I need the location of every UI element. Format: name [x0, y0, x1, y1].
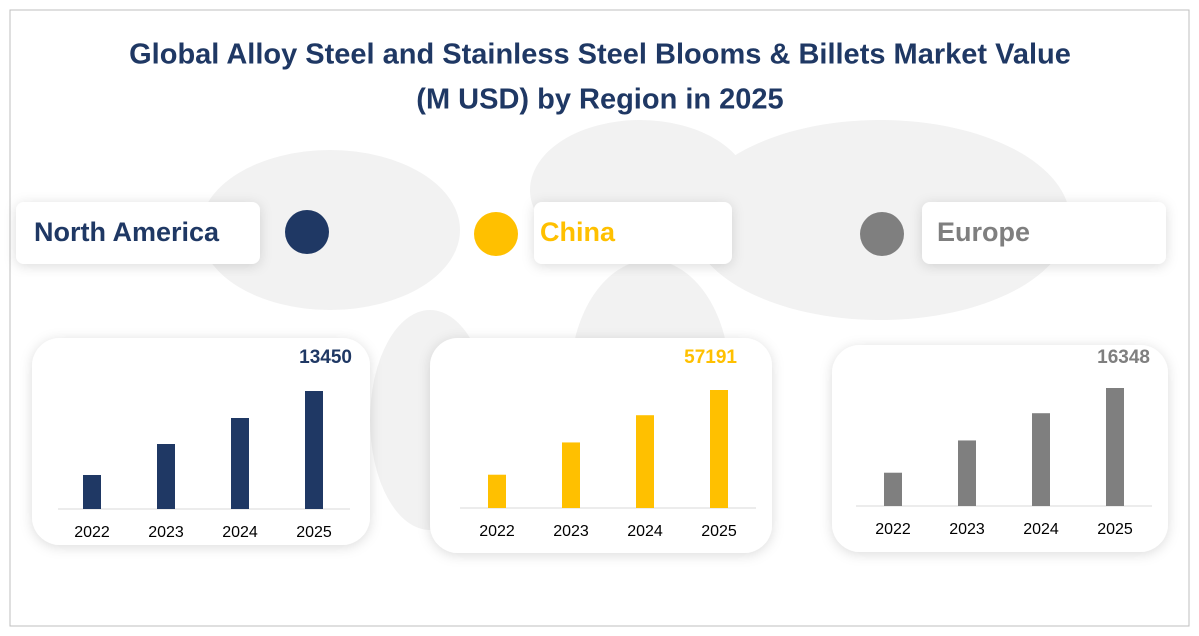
chart-card — [832, 345, 1168, 552]
bar — [157, 443, 175, 509]
x-tick-label: 2022 — [875, 521, 911, 538]
region-label-box — [534, 202, 732, 264]
x-tick-label: 2024 — [222, 524, 258, 541]
bar — [488, 474, 506, 508]
title-line-2: (M USD) by Region in 2025 — [416, 84, 783, 116]
x-tick-label: 2025 — [1097, 521, 1133, 538]
bar — [1032, 413, 1050, 506]
bar — [83, 474, 101, 509]
x-tick-label: 2024 — [1023, 521, 1059, 538]
x-tick-label: 2025 — [296, 524, 332, 541]
region-label: Europe — [937, 217, 1030, 247]
x-tick-label: 2023 — [949, 521, 985, 538]
bar — [884, 472, 902, 506]
x-tick-label: 2023 — [553, 523, 589, 540]
region-label: China — [540, 217, 616, 247]
bar — [305, 391, 323, 509]
x-tick-label: 2023 — [148, 524, 184, 541]
x-tick-label: 2025 — [701, 523, 737, 540]
bar — [1106, 388, 1124, 506]
title-line-1: Global Alloy Steel and Stainless Steel B… — [129, 39, 1071, 71]
bar — [958, 440, 976, 506]
x-tick-label: 2022 — [74, 524, 110, 541]
x-tick-label: 2022 — [479, 523, 515, 540]
value-label: 16348 — [1097, 347, 1150, 368]
region-label-box — [16, 202, 260, 264]
region-label: North America — [34, 217, 220, 247]
value-label: 57191 — [684, 347, 737, 368]
value-label: 13450 — [299, 347, 352, 368]
bar — [710, 390, 728, 508]
bar — [636, 415, 654, 508]
bar — [562, 442, 580, 508]
region-dot — [860, 212, 904, 256]
region-dot — [285, 210, 329, 254]
chart-card — [430, 338, 772, 553]
chart-card — [32, 338, 370, 545]
x-tick-label: 2024 — [627, 523, 663, 540]
region-label-box — [922, 202, 1166, 264]
bar — [231, 418, 249, 509]
region-dot — [474, 212, 518, 256]
